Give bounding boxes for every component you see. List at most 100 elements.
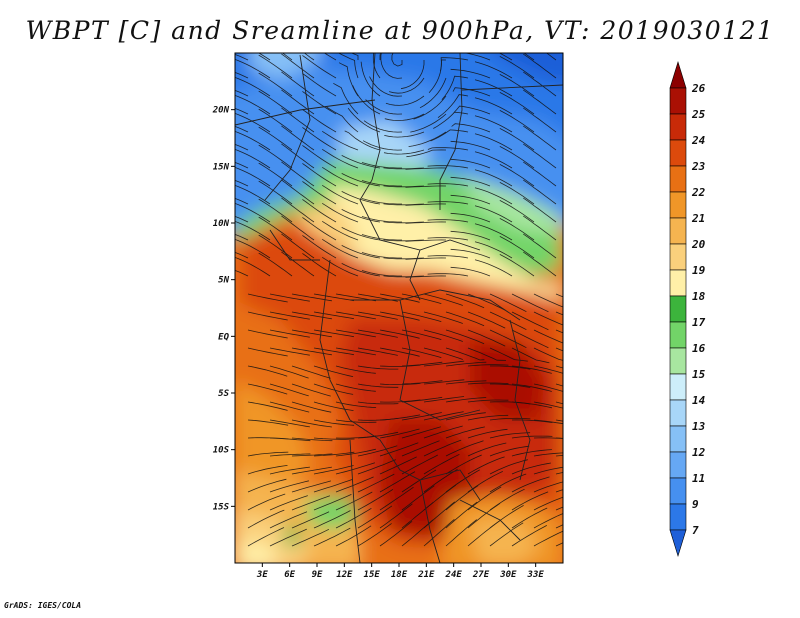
streamline	[313, 419, 355, 426]
colorbar-segment	[669, 529, 687, 558]
streamline	[523, 251, 557, 277]
y-tick-label: 5S	[218, 389, 229, 399]
streamline	[423, 396, 465, 403]
streamline	[406, 149, 447, 158]
streamline	[291, 437, 333, 442]
streamline	[335, 383, 376, 392]
streamline	[489, 459, 528, 475]
streamline	[533, 419, 563, 425]
streamline	[523, 161, 557, 187]
streamline	[523, 53, 535, 61]
streamline	[511, 329, 549, 349]
streamline	[463, 53, 491, 61]
x-tick-label: 30E	[499, 570, 517, 580]
streamline	[383, 275, 425, 278]
x-tick-label: 3E	[256, 570, 268, 580]
footer-credit: GrADS: IGES/COLA	[4, 601, 82, 610]
streamline	[401, 347, 442, 358]
streamline	[258, 198, 293, 223]
streamline	[379, 311, 420, 321]
streamline	[489, 293, 527, 313]
streamline	[423, 311, 463, 324]
streamline	[445, 311, 485, 327]
streamline	[474, 223, 513, 241]
streamline	[474, 169, 513, 187]
colorbar: 7 9 11 12 13 14 15 16 17 18 19 20 21 22 23 24 25 26	[669, 60, 706, 558]
streamline	[362, 140, 403, 151]
colorbar-label: 7	[692, 524, 699, 537]
streamline	[291, 480, 332, 493]
streamline	[281, 197, 315, 223]
streamline	[410, 113, 447, 133]
streamline	[235, 94, 271, 115]
streamline	[533, 401, 563, 409]
colorbar-label: 20	[691, 238, 706, 251]
streamline	[281, 53, 315, 79]
streamline	[467, 399, 509, 403]
streamline	[379, 329, 420, 339]
streamline	[474, 79, 513, 97]
y-tick-label: 15S	[213, 502, 230, 512]
streamline	[258, 72, 293, 97]
streamline	[555, 524, 563, 529]
streamline	[511, 435, 553, 439]
streamline	[357, 311, 398, 320]
chart-title: WBPT [C] and Sreamline at 900hPa, VT: 20…	[25, 16, 775, 45]
streamline	[337, 53, 359, 79]
streamline	[235, 184, 271, 205]
streamline	[523, 179, 557, 205]
colorbar-label: 11	[692, 472, 705, 485]
streamline	[321, 130, 359, 151]
streamline	[258, 54, 293, 79]
streamline	[335, 419, 377, 423]
streamline	[423, 468, 458, 493]
streamline	[357, 523, 392, 547]
streamline	[450, 194, 491, 205]
streamline	[361, 252, 402, 259]
streamline	[335, 491, 373, 511]
colorbar-label: 24	[691, 134, 706, 147]
streamline	[499, 254, 535, 277]
streamlines	[235, 53, 563, 547]
streamline	[313, 383, 354, 395]
colorbar-segment	[669, 139, 687, 167]
streamline	[467, 471, 503, 493]
colorbar-label: 17	[692, 316, 706, 329]
streamline	[357, 431, 399, 439]
streamline	[450, 140, 491, 151]
streamline	[427, 183, 469, 187]
streamline	[335, 311, 376, 320]
streamline	[269, 401, 310, 413]
streamline	[302, 253, 337, 277]
streamline	[405, 257, 447, 260]
colorbar-label: 18	[692, 290, 706, 303]
streamline	[445, 397, 487, 403]
streamline	[533, 466, 563, 475]
x-tick-label: 12E	[336, 570, 353, 580]
streamline	[423, 329, 463, 342]
streamline	[247, 347, 288, 357]
streamline	[357, 505, 393, 529]
streamline	[401, 440, 440, 457]
streamline	[511, 383, 552, 392]
streamline	[281, 179, 315, 205]
streamline	[302, 181, 337, 205]
streamline	[281, 161, 315, 187]
streamline	[474, 133, 513, 151]
streamline	[511, 507, 548, 529]
streamline	[499, 218, 535, 241]
streamline	[405, 203, 447, 206]
streamline	[335, 507, 372, 529]
streamline	[383, 149, 425, 155]
streamline	[235, 179, 249, 187]
streamline	[379, 456, 417, 475]
streamline	[533, 311, 563, 326]
streamline	[347, 107, 381, 133]
streamline	[372, 53, 381, 79]
streamline	[335, 525, 372, 547]
streamline	[467, 428, 508, 439]
streamline	[467, 329, 506, 347]
streamline	[321, 202, 359, 223]
streamline	[361, 198, 402, 205]
colorbar-segment	[669, 399, 687, 427]
